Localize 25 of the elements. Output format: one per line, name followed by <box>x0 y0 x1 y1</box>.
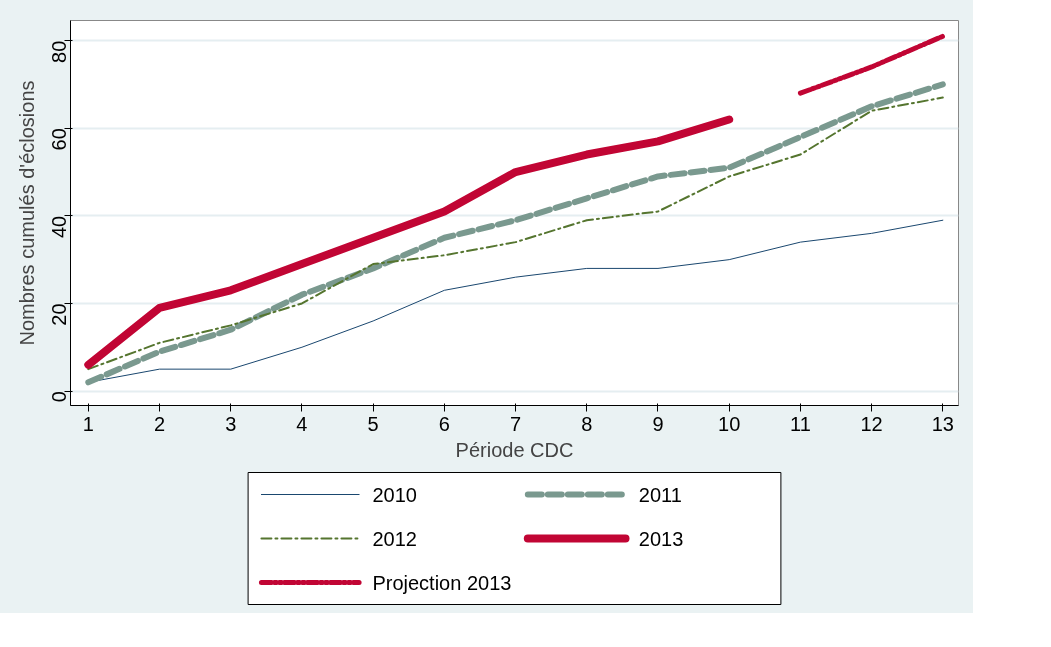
x-tick-label: 9 <box>652 412 664 435</box>
x-axis-title: Période CDC <box>455 438 574 461</box>
x-tick-label: 11 <box>790 412 811 435</box>
x-tick-label: 6 <box>438 412 450 435</box>
y-tick-label: 40 <box>48 215 71 239</box>
legend-label: 2012 <box>372 527 417 550</box>
x-tick-label: 7 <box>510 412 522 435</box>
x-tick-label: 4 <box>296 412 308 435</box>
x-tick-label: 13 <box>931 412 954 435</box>
y-tick-label: 80 <box>48 40 71 63</box>
legend-label: 2010 <box>372 483 417 506</box>
legend-label: 2013 <box>638 527 684 550</box>
x-tick-label: 1 <box>82 412 94 435</box>
x-tick-label: 2 <box>153 412 166 435</box>
legend-label: Projection 2013 <box>372 571 512 594</box>
x-tick-label: 8 <box>581 412 593 435</box>
y-tick-label: 60 <box>48 128 71 151</box>
legend-label: 2011 <box>638 483 682 506</box>
x-tick-label: 3 <box>225 412 237 435</box>
x-tick-label: 5 <box>367 412 379 435</box>
y-tick-label: 20 <box>48 303 71 326</box>
x-tick-label: 10 <box>718 412 741 435</box>
y-axis-title: Nombres cumulés d'éclosions <box>15 80 38 346</box>
x-tick-label: 12 <box>860 412 883 435</box>
y-tick-label: 0 <box>48 391 71 403</box>
